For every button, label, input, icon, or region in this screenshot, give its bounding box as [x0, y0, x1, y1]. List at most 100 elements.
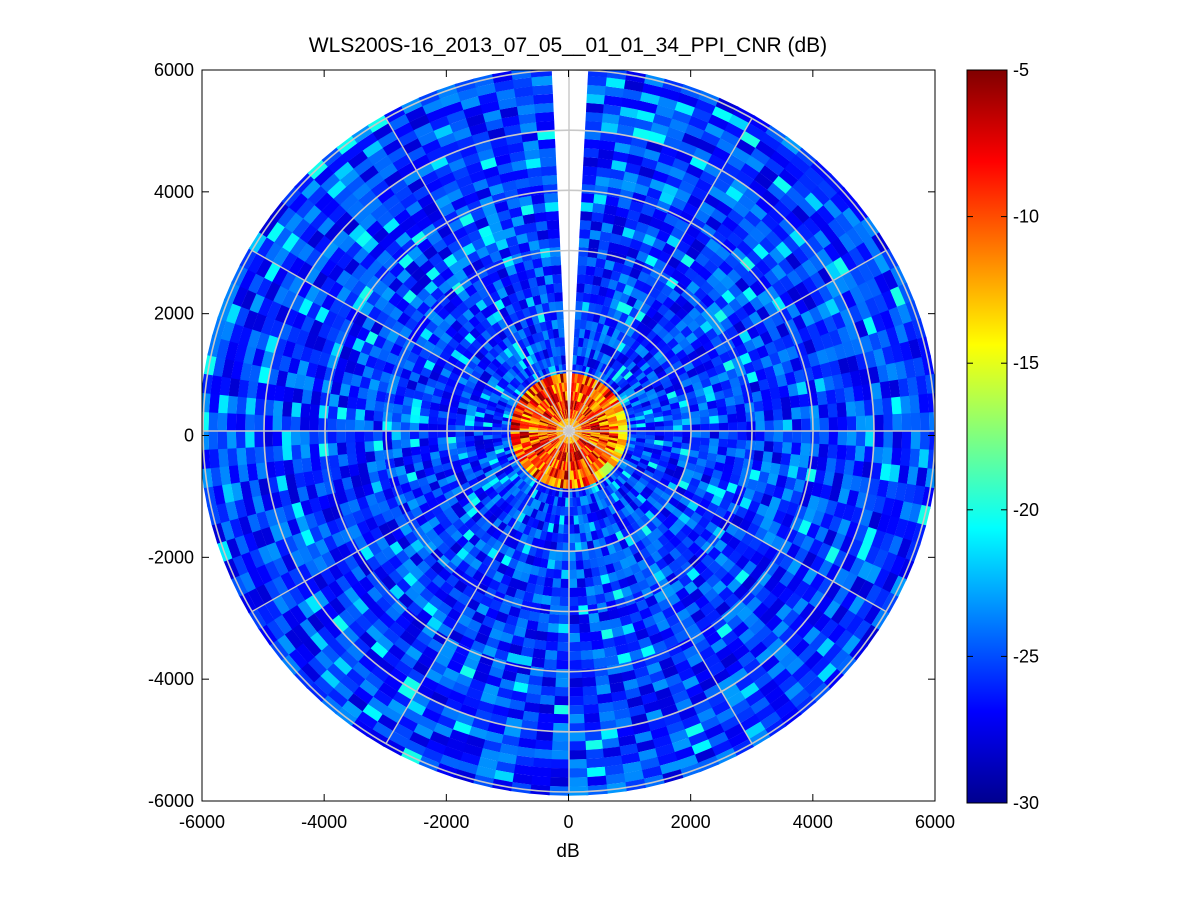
cnr-cell [573, 382, 577, 392]
cnr-cell [709, 431, 720, 440]
cnr-cell [760, 388, 772, 402]
cnr-cell [236, 446, 247, 466]
cnr-cell [526, 231, 540, 243]
cnr-cell [408, 478, 421, 491]
cnr-cell [577, 469, 582, 479]
cnr-cell [296, 260, 314, 281]
cnr-cell [322, 534, 338, 552]
cnr-cell [391, 430, 401, 441]
cnr-cell [641, 325, 653, 338]
cnr-cell [466, 160, 485, 175]
cnr-cell [567, 687, 584, 697]
cnr-cell [645, 422, 655, 428]
cnr-cell [552, 496, 559, 506]
cnr-cell [581, 192, 596, 204]
cnr-cell [387, 620, 406, 638]
cnr-cell [720, 130, 742, 148]
cnr-cell [717, 169, 737, 187]
cnr-cell [755, 196, 775, 215]
cnr-cell [532, 202, 547, 214]
cnr-cell [281, 231, 301, 253]
cnr-cell [548, 435, 558, 440]
cnr-cell [565, 409, 568, 419]
cnr-cell [365, 554, 381, 572]
cnr-cell [593, 471, 601, 482]
cnr-cell [507, 333, 518, 345]
cnr-cell [586, 494, 593, 505]
cnr-cell [234, 341, 248, 363]
cnr-cell [576, 412, 583, 421]
cnr-cell [391, 438, 402, 450]
cnr-cell [581, 447, 589, 456]
cnr-cell [648, 726, 670, 741]
cnr-cell [512, 443, 522, 449]
cnr-cell [700, 423, 710, 432]
cnr-cell [784, 592, 802, 611]
cnr-cell [492, 422, 502, 428]
cnr-cell [328, 392, 340, 407]
cnr-cell [516, 580, 528, 592]
cnr-cell [345, 440, 357, 454]
cnr-cell [528, 175, 545, 187]
cnr-cell [350, 372, 363, 388]
cnr-cell [816, 302, 833, 321]
cnr-cell [820, 362, 833, 379]
cnr-cell [484, 607, 499, 620]
cnr-cell [898, 378, 910, 399]
cnr-cell [625, 70, 648, 84]
cnr-cell [343, 257, 361, 275]
cnr-cell [790, 442, 802, 457]
cnr-cell [763, 269, 781, 287]
cnr-cell [755, 431, 765, 443]
cnr-cell [539, 437, 549, 442]
cnr-cell [596, 500, 604, 511]
cnr-cell [608, 437, 618, 442]
cnr-cell [680, 714, 701, 730]
cnr-cell [475, 700, 495, 714]
cnr-cell [392, 447, 403, 459]
cnr-cell [581, 433, 591, 436]
cnr-cell [771, 668, 792, 688]
cnr-cell [393, 121, 416, 139]
cnr-cell [502, 389, 513, 398]
cnr-cell [729, 376, 741, 389]
cnr-cell [582, 292, 592, 303]
cnr-cell [623, 370, 634, 381]
cnr-cell [605, 392, 615, 401]
cnr-cell [479, 531, 492, 544]
cnr-cell [672, 436, 683, 444]
cnr-cell [694, 668, 713, 685]
cnr-cell [428, 430, 438, 439]
cnr-cell [279, 570, 297, 591]
cnr-cell [610, 359, 620, 370]
cnr-cell [751, 358, 765, 373]
cnr-cell [559, 401, 564, 411]
cnr-cell [644, 74, 667, 88]
cnr-cell [442, 179, 461, 195]
cnr-cell [857, 262, 875, 284]
cnr-cell [820, 224, 840, 245]
cnr-cell [663, 435, 674, 443]
cnr-cell [834, 458, 846, 476]
cnr-cell [534, 409, 543, 416]
cnr-cell [603, 204, 619, 216]
cnr-cell [865, 277, 883, 299]
cnr-cell [777, 626, 797, 646]
cnr-cell [540, 452, 549, 461]
cnr-cell [328, 596, 346, 616]
cnr-cell [343, 273, 360, 292]
cnr-cell [535, 447, 544, 455]
cnr-cell [753, 400, 764, 413]
cnr-cell [725, 185, 745, 203]
cnr-cell [772, 485, 785, 501]
cnr-cell [682, 424, 692, 432]
cnr-cell [790, 638, 810, 659]
cnr-cell [359, 212, 378, 231]
cnr-cell [522, 139, 541, 152]
cnr-cell [708, 407, 719, 418]
cnr-cell [836, 402, 847, 419]
cnr-cell [291, 443, 302, 460]
cnr-cell [633, 384, 644, 394]
cnr-cell [911, 523, 927, 546]
cnr-cell [710, 208, 729, 225]
